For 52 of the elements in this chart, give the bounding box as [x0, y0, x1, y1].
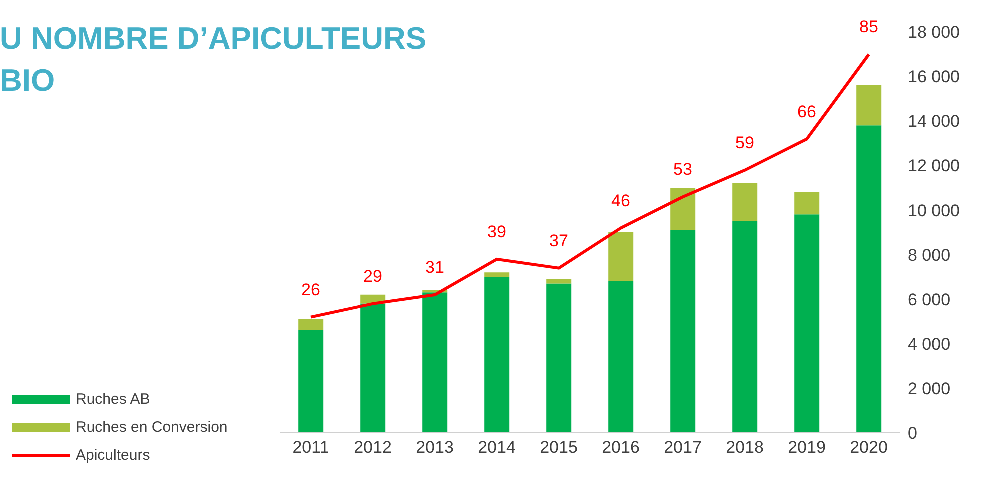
bar — [732, 183, 758, 222]
data-label: 66 — [798, 102, 816, 122]
data-label: 53 — [674, 160, 692, 180]
x-tick-label: 2014 — [478, 438, 516, 458]
y-tick-label: 6 000 — [908, 290, 951, 310]
bar — [360, 304, 386, 433]
data-label: 39 — [488, 222, 506, 242]
x-tick-label: 2019 — [788, 438, 826, 458]
bar — [608, 282, 634, 433]
bar — [484, 272, 510, 278]
bar — [608, 232, 634, 282]
x-tick-label: 2016 — [602, 438, 640, 458]
bar — [546, 284, 572, 433]
y-tick-label: 10 000 — [908, 201, 960, 220]
y-tick-label: 14 000 — [908, 112, 960, 132]
x-tick-label: 2020 — [850, 438, 888, 458]
y-tick-label: 8 000 — [908, 246, 951, 265]
data-label: 46 — [612, 191, 630, 210]
bar — [732, 221, 758, 433]
x-tick-label: 2013 — [416, 438, 454, 458]
bar — [298, 330, 324, 433]
data-label: 37 — [550, 231, 568, 250]
bar — [794, 214, 820, 433]
bar — [484, 277, 510, 433]
x-tick-label: 2017 — [664, 438, 702, 458]
bar — [546, 279, 572, 284]
legend-label: Ruches AB — [75, 390, 152, 410]
y-tick-label: 16 000 — [908, 68, 960, 87]
bar — [298, 319, 324, 331]
x-tick-label: 2018 — [726, 438, 764, 458]
bar — [670, 230, 696, 433]
bar — [794, 192, 820, 215]
data-label: 29 — [364, 266, 382, 286]
x-tick-label: 2011 — [292, 438, 330, 458]
y-tick-label: 4 000 — [908, 334, 951, 354]
y-tick-label: 0 — [908, 424, 918, 444]
chart-title: U NOMBRE D’APICULTEURS BIO — [0, 20, 427, 100]
data-label: 31 — [426, 258, 444, 278]
data-label: 59 — [736, 133, 754, 152]
bar — [856, 126, 882, 433]
y-tick-label: 12 000 — [908, 156, 960, 176]
x-tick-label: 2015 — [540, 438, 578, 458]
y-tick-label: 2 000 — [908, 379, 951, 398]
legend-label: Ruches en Conversion — [75, 418, 228, 438]
bar — [856, 85, 882, 126]
bar — [422, 292, 448, 433]
data-label: 85 — [860, 18, 878, 37]
legend-label: Apiculteurs — [75, 446, 152, 466]
x-tick-label: 2012 — [354, 438, 392, 458]
data-label: 26 — [302, 280, 320, 300]
y-tick-label: 18 000 — [908, 23, 960, 42]
bar — [670, 188, 696, 230]
